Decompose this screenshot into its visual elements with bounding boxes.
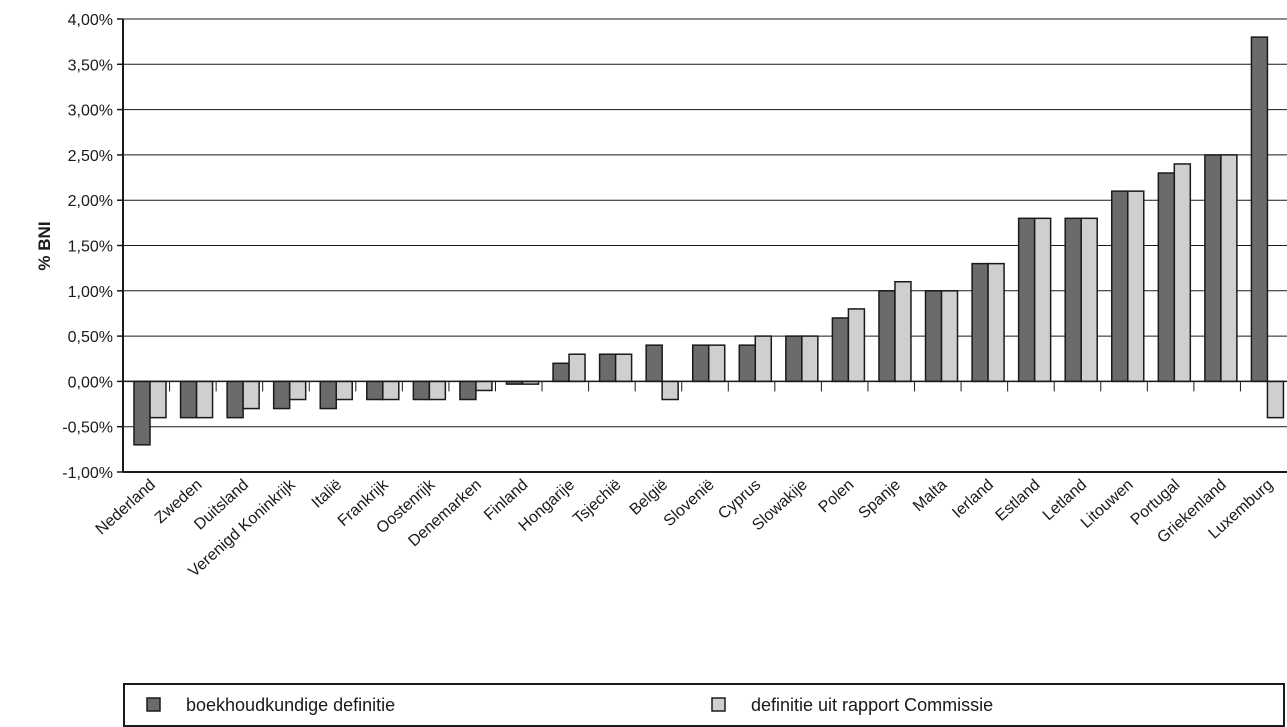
x-tick-label: Nederland: [93, 476, 159, 538]
legend-box: [123, 683, 1285, 727]
bar-boekhoudkundige: [738, 344, 757, 383]
y-tick-label: 0,00%: [68, 374, 113, 391]
bar-commissie: [894, 280, 912, 383]
bar-commissie: [1173, 163, 1192, 383]
bar-commissie: [614, 353, 633, 383]
x-tick-label: Estland: [993, 476, 1044, 524]
bar-commissie: [568, 353, 586, 383]
x-tick-label: Malta: [910, 476, 951, 515]
y-tick-label: 4,00%: [68, 12, 113, 29]
bar-commissie: [1127, 190, 1145, 383]
bar-commissie: [661, 380, 679, 401]
bar-boekhoudkundige: [878, 290, 896, 383]
bar-boekhoudkundige: [1250, 36, 1269, 383]
x-tick-label: België: [627, 476, 672, 518]
legend: boekhoudkundige definitie definitie uit …: [123, 683, 1285, 727]
bar-boekhoudkundige: [691, 344, 710, 383]
bar-boekhoudkundige: [272, 380, 291, 410]
bar-commissie: [987, 262, 1005, 383]
x-tick-label: Ierland: [949, 476, 997, 521]
axes: [122, 19, 1287, 473]
legend-label-commissie: definitie uit rapport Commissie: [751, 695, 993, 715]
bar-boekhoudkundige: [1204, 154, 1222, 383]
bar-commissie: [847, 308, 866, 383]
bar-boekhoudkundige: [179, 380, 198, 419]
x-tick-label: Italië: [309, 476, 346, 511]
bar-boekhoudkundige: [831, 317, 850, 383]
bar-commissie: [149, 380, 167, 419]
bar-boekhoudkundige: [319, 380, 337, 410]
y-tick-label: 2,50%: [68, 148, 113, 165]
y-tick-label: 0,50%: [68, 329, 113, 346]
y-tick-label: 2,00%: [68, 193, 113, 210]
bar-boekhoudkundige: [1111, 190, 1129, 383]
y-tick-label: -0,50%: [62, 420, 113, 437]
x-tick-label: Tsjechië: [570, 476, 624, 527]
bar-commissie: [707, 344, 726, 383]
y-tick-label: 3,50%: [68, 57, 113, 74]
y-tick-label: 3,00%: [68, 103, 113, 120]
legend-swatch-commissie: [711, 697, 726, 712]
bar-commissie: [1220, 154, 1238, 383]
bar-boekhoudkundige: [924, 290, 943, 383]
bars: [133, 36, 1285, 446]
bar-commissie: [288, 380, 307, 401]
bar-commissie: [428, 380, 447, 401]
y-axis-ticks: -1,00% -0,50% 0,00% 0,50% 1,00% 1,50% 2,00% 2,5…: [62, 12, 123, 482]
x-tick-label: Slovenië: [661, 476, 718, 530]
bar-boekhoudkundige: [598, 353, 617, 383]
x-tick-label: Spanje: [856, 476, 904, 522]
y-tick-label: -1,00%: [62, 465, 113, 482]
bar-commissie: [940, 290, 959, 383]
y-tick-label: 1,50%: [68, 239, 113, 256]
bar-boekhoudkundige: [1157, 172, 1176, 383]
bar-boekhoudkundige: [412, 380, 431, 401]
bar-boekhoudkundige: [645, 344, 663, 383]
bar-commissie: [195, 380, 214, 419]
x-tick-label: Litouwen: [1078, 476, 1137, 531]
bar-commissie: [1080, 217, 1098, 383]
bar-commissie: [382, 380, 400, 401]
y-tick-label: 1,00%: [68, 284, 113, 301]
bar-boekhoudkundige: [552, 362, 570, 383]
bar-boekhoudkundige: [226, 380, 244, 419]
bar-boekhoudkundige: [785, 335, 803, 383]
bar-boekhoudkundige: [1064, 217, 1082, 383]
bar-boekhoudkundige: [366, 380, 384, 401]
bar-commissie: [1266, 380, 1285, 419]
bar-commissie: [801, 335, 819, 383]
legend-swatch-boekhoudkundige: [146, 697, 161, 712]
bar-commissie: [475, 380, 493, 392]
bar-boekhoudkundige: [133, 380, 151, 446]
bar-boekhoudkundige: [971, 262, 989, 383]
bar-commissie: [335, 380, 353, 401]
x-tick-label: Polen: [816, 476, 858, 516]
bar-boekhoudkundige: [1017, 217, 1036, 383]
bar-commissie: [754, 335, 773, 383]
bar-boekhoudkundige: [459, 380, 477, 401]
bar-commissie: [1033, 217, 1052, 383]
legend-label-boekhoudkundige: boekhoudkundige definitie: [186, 695, 395, 715]
bar-commissie: [242, 380, 260, 410]
y-axis-title: % BNI: [35, 221, 54, 270]
